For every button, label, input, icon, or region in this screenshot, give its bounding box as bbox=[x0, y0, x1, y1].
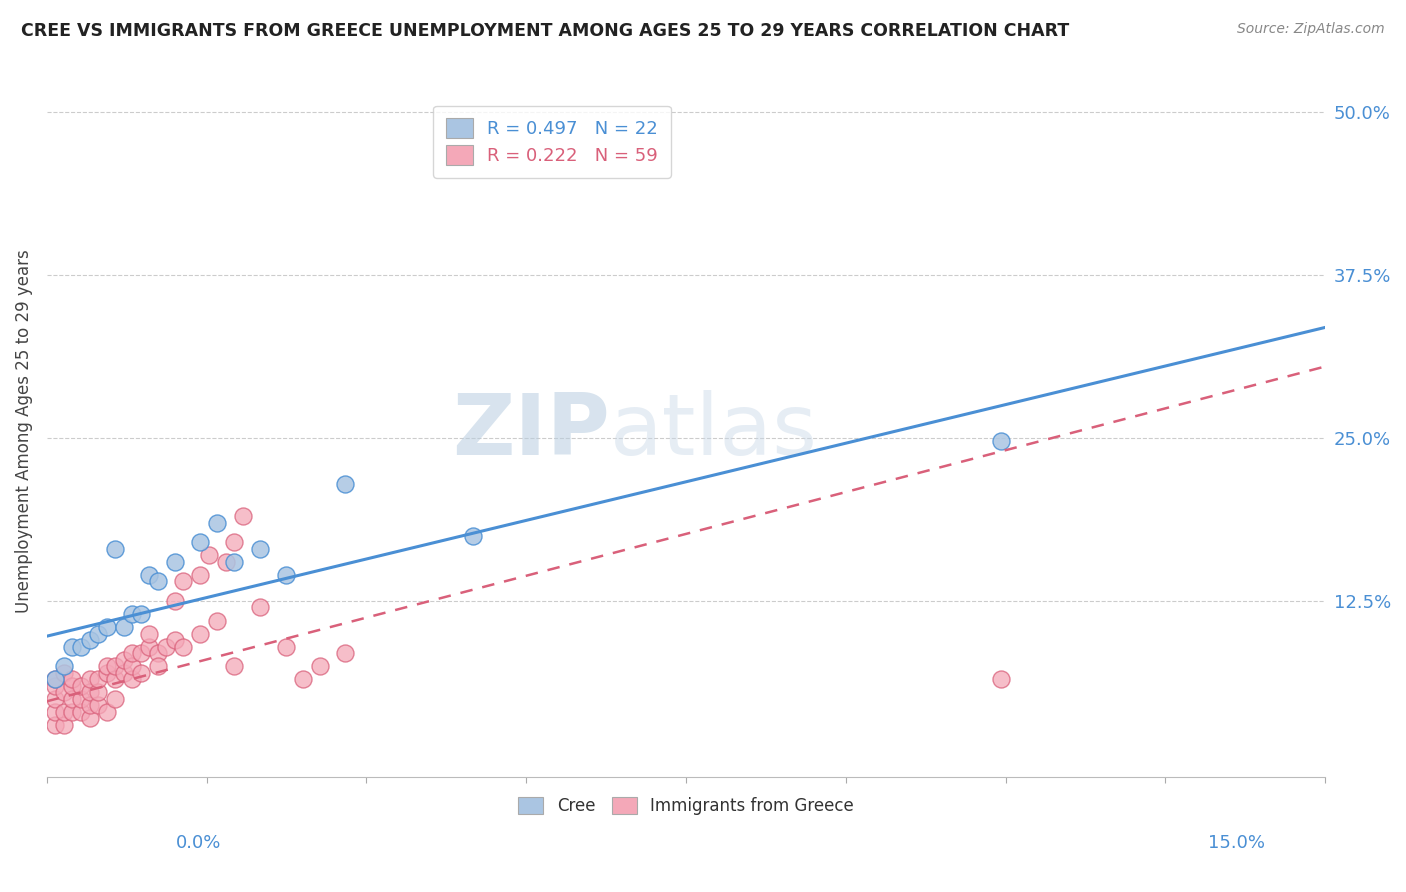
Point bbox=[291, 672, 314, 686]
Point bbox=[79, 633, 101, 648]
Point bbox=[70, 705, 93, 719]
Point bbox=[104, 691, 127, 706]
Point bbox=[188, 626, 211, 640]
Point bbox=[79, 685, 101, 699]
Point bbox=[62, 672, 84, 686]
Point bbox=[44, 679, 66, 693]
Point bbox=[44, 718, 66, 732]
Point bbox=[62, 640, 84, 654]
Point bbox=[138, 626, 160, 640]
Point bbox=[62, 705, 84, 719]
Point bbox=[138, 568, 160, 582]
Point bbox=[112, 665, 135, 680]
Point bbox=[52, 718, 75, 732]
Point bbox=[249, 541, 271, 556]
Point bbox=[121, 672, 143, 686]
Point bbox=[44, 672, 66, 686]
Point bbox=[104, 672, 127, 686]
Point bbox=[232, 509, 254, 524]
Point bbox=[198, 549, 221, 563]
Point bbox=[52, 659, 75, 673]
Point bbox=[104, 541, 127, 556]
Point bbox=[79, 698, 101, 713]
Point bbox=[96, 705, 118, 719]
Point bbox=[129, 607, 152, 621]
Point bbox=[335, 646, 357, 660]
Point bbox=[172, 640, 194, 654]
Point bbox=[44, 672, 66, 686]
Point bbox=[146, 574, 169, 589]
Point bbox=[129, 646, 152, 660]
Point bbox=[207, 516, 229, 530]
Point bbox=[188, 535, 211, 549]
Point bbox=[121, 659, 143, 673]
Point bbox=[155, 640, 177, 654]
Point bbox=[990, 434, 1012, 448]
Point bbox=[188, 568, 211, 582]
Text: CREE VS IMMIGRANTS FROM GREECE UNEMPLOYMENT AMONG AGES 25 TO 29 YEARS CORRELATIO: CREE VS IMMIGRANTS FROM GREECE UNEMPLOYM… bbox=[21, 22, 1070, 40]
Point bbox=[112, 620, 135, 634]
Point bbox=[990, 672, 1012, 686]
Point bbox=[70, 640, 93, 654]
Point bbox=[79, 672, 101, 686]
Point bbox=[44, 705, 66, 719]
Point bbox=[163, 555, 186, 569]
Point bbox=[70, 691, 93, 706]
Point bbox=[224, 555, 246, 569]
Point bbox=[146, 659, 169, 673]
Point bbox=[44, 691, 66, 706]
Point bbox=[461, 529, 484, 543]
Point bbox=[207, 614, 229, 628]
Point bbox=[112, 652, 135, 666]
Point bbox=[215, 555, 238, 569]
Legend: Cree, Immigrants from Greece: Cree, Immigrants from Greece bbox=[510, 789, 862, 824]
Point bbox=[274, 568, 297, 582]
Point bbox=[52, 685, 75, 699]
Point bbox=[52, 665, 75, 680]
Point bbox=[96, 665, 118, 680]
Point bbox=[87, 672, 110, 686]
Point bbox=[224, 659, 246, 673]
Point bbox=[163, 633, 186, 648]
Point bbox=[96, 620, 118, 634]
Point bbox=[70, 679, 93, 693]
Point bbox=[335, 476, 357, 491]
Point bbox=[138, 640, 160, 654]
Point bbox=[224, 535, 246, 549]
Point bbox=[52, 705, 75, 719]
Point bbox=[87, 626, 110, 640]
Point bbox=[146, 646, 169, 660]
Point bbox=[249, 600, 271, 615]
Text: ZIP: ZIP bbox=[451, 390, 609, 473]
Point bbox=[172, 574, 194, 589]
Point bbox=[62, 691, 84, 706]
Y-axis label: Unemployment Among Ages 25 to 29 years: Unemployment Among Ages 25 to 29 years bbox=[15, 250, 32, 614]
Point bbox=[129, 665, 152, 680]
Point bbox=[121, 607, 143, 621]
Point bbox=[121, 646, 143, 660]
Point bbox=[104, 659, 127, 673]
Point bbox=[274, 640, 297, 654]
Point bbox=[163, 594, 186, 608]
Point bbox=[87, 685, 110, 699]
Point bbox=[79, 711, 101, 725]
Text: 0.0%: 0.0% bbox=[176, 834, 221, 852]
Text: 15.0%: 15.0% bbox=[1208, 834, 1265, 852]
Point bbox=[62, 679, 84, 693]
Point bbox=[308, 659, 330, 673]
Point bbox=[96, 659, 118, 673]
Text: atlas: atlas bbox=[609, 390, 817, 473]
Text: Source: ZipAtlas.com: Source: ZipAtlas.com bbox=[1237, 22, 1385, 37]
Point bbox=[87, 698, 110, 713]
